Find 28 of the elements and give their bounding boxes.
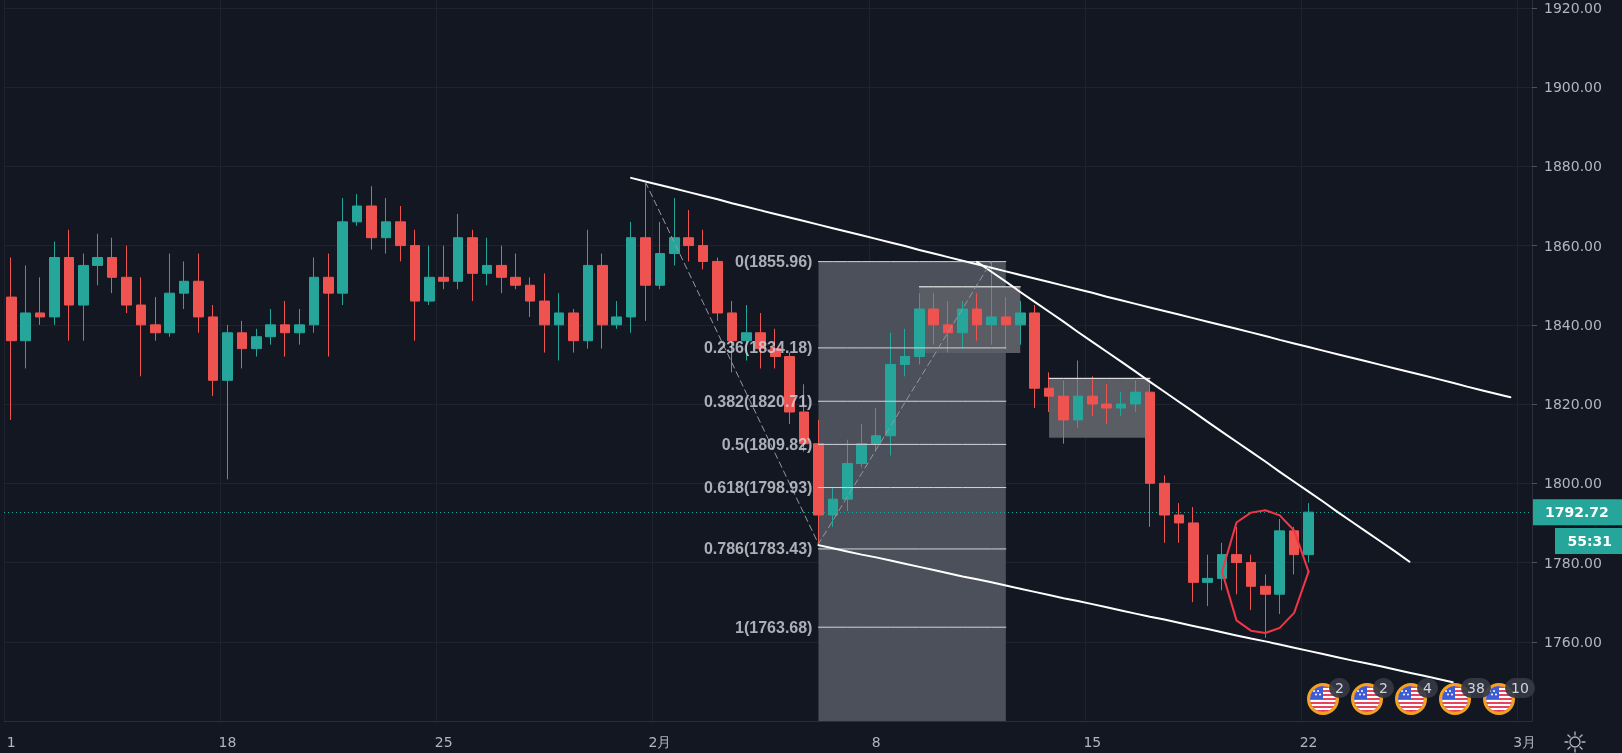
x-tick-label: 1: [6, 734, 16, 750]
annotation: 4: [1417, 678, 1438, 698]
annotation: 2: [1373, 678, 1394, 698]
y-tick-label: 1800.00: [1544, 475, 1602, 492]
series-label: 0(1855.96): [735, 253, 813, 271]
series-label: 0.618(1798.93): [703, 479, 813, 497]
x-tick-label: 25: [434, 734, 453, 750]
text: 55:31: [1555, 528, 1622, 555]
annotation: 2: [1329, 678, 1350, 698]
y-tick-label: 1840.00: [1544, 316, 1602, 333]
ref-line-label: 1792.72: [1545, 504, 1609, 521]
y-tick-label: 1900.00: [1544, 79, 1602, 96]
annotation: 10: [1505, 678, 1535, 698]
x-tick-label: 18: [218, 734, 237, 750]
x-tick-label: 8: [871, 734, 881, 750]
x-tick-label: 15: [1083, 734, 1102, 750]
y-tick-label: 1780.00: [1544, 554, 1602, 571]
y-tick-label: 1880.00: [1544, 158, 1602, 175]
y-tick-label: 1760.00: [1544, 633, 1602, 650]
x-tick-label: 3月: [1513, 734, 1537, 750]
y-tick-label: 1820.00: [1544, 396, 1602, 413]
y-tick-label: 1860.00: [1544, 237, 1602, 254]
series-label: 0.786(1783.43): [703, 540, 813, 558]
annotation: 38: [1461, 678, 1491, 698]
x-tick-label: 2月: [648, 734, 672, 750]
series-label: 1(1763.68): [735, 618, 813, 636]
x-tick-label: 22: [1299, 734, 1318, 750]
y-tick-label: 1920.00: [1544, 0, 1602, 16]
